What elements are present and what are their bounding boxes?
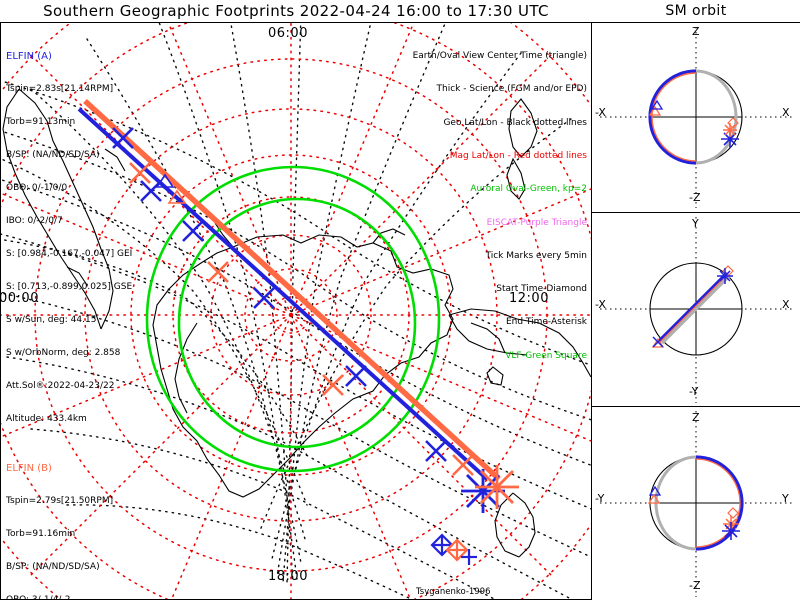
orbit-orange <box>659 273 729 343</box>
elfin-a-altitude: Altitude: 433.4km <box>6 414 87 424</box>
elfin-a-tickmarks <box>112 127 447 462</box>
elfin-a-ibo: IBO: 0/-2/0/7 <box>6 216 63 226</box>
sm-panel-xy-svg <box>600 217 792 403</box>
orbit-blue <box>695 455 744 551</box>
sm-yz-axis-left: -Y <box>595 492 605 505</box>
sm-start-triangle-b <box>648 105 662 116</box>
orbit-orange <box>651 72 697 162</box>
legend-item-geo-grid: Geo Lat/Lon - Black dotted lines <box>443 117 587 128</box>
elfin-a-info-block: ELFIN (A) Tspin=2.83s[21.14RPM] Torb=91.… <box>6 29 132 447</box>
elfin-a-bsp: B/SP: (NA/ND/SD/SA) <box>6 150 100 160</box>
elfin-b-name: ELFIN (B) <box>6 463 52 474</box>
elfin-b-start-diamond <box>445 538 469 562</box>
elfin-a-track <box>77 107 489 481</box>
elfin-b-bsp: B/SP: (NA/ND/SD/SA) <box>6 562 100 572</box>
elfin-b-track <box>83 98 501 482</box>
legend-item-auroral-oval: Auroral Oval-Green, kp=2 <box>470 184 587 195</box>
sm-start-triangle-b <box>647 493 661 504</box>
elfin-b-end-asterisk <box>475 465 519 509</box>
mag-grid <box>1 23 591 599</box>
elfin-b-obo: OBO: 3/-1/4/-2 <box>6 595 71 600</box>
orbit-orange <box>695 458 741 548</box>
sm-yz-axis-bottom: -Z <box>689 579 701 592</box>
elfin-b-info-block: ELFIN (B) Tspin=2.79s[21.50RPM] Torb=91.… <box>6 441 132 600</box>
legend-item-start-time: Start Time-Diamond <box>496 284 587 295</box>
elfin-a-attsol: Att.Sol®:2022-04-23/22 <box>6 381 115 391</box>
elfin-b-center-triangle <box>167 189 187 204</box>
polar-map-svg <box>1 23 591 599</box>
sm-orbit-title: SM orbit <box>665 3 727 19</box>
orbit-gray <box>695 69 738 165</box>
elfin-a-torb: Torb=91.13min <box>6 117 76 127</box>
coastlines <box>2 88 591 558</box>
elfin-a-s-orbnorm: S w/OrbNorm, deg: 2.858 <box>6 348 121 358</box>
elfin-a-s-sun: S w/Sun, deg: 44.15 <box>6 315 97 325</box>
orbit-blue <box>648 69 697 165</box>
legend-item-center-time: Earth/Oval View Center Time (triangle) <box>412 51 587 62</box>
legend-item-tick-marks: Tick Marks every 5min <box>485 250 587 261</box>
sm-start-triangle-a <box>648 485 662 496</box>
sm-yz-axis-top: Z <box>692 411 700 424</box>
elfin-a-s-gse: S: [0.713,-0.899,0.025] GSE <box>6 282 133 292</box>
sm-xz-axis-right: X <box>782 106 790 119</box>
legend-item-thick-science: Thick - Science (FGM and/or EPD) <box>436 84 587 95</box>
orbit-blue <box>657 271 729 343</box>
elfin-a-center-triangle <box>155 173 175 188</box>
earth-circle <box>649 262 743 356</box>
mlt-label-right: 12:00 <box>509 291 549 306</box>
mlt-label-bottom: 18:00 <box>268 569 308 584</box>
sm-axis-solid <box>650 457 742 549</box>
sm-end-diamond-b <box>727 507 739 519</box>
elfin-b-tspin: Tspin=2.79s[21.50RPM] <box>6 496 114 506</box>
legend-item-eiscat: EISCAT-Purple Triangle <box>486 217 587 228</box>
sm-panel-yz: Z -Z -Y Y <box>592 406 800 600</box>
sm-axis-solid <box>650 71 742 163</box>
sm-xz-axis-top: Z <box>692 25 700 38</box>
footer-credits: Tsyganenko-1996 Created: Fri Jan 13 22:4… <box>416 565 560 599</box>
elfin-a-tspin: Tspin=2.83s[21.14RPM] <box>6 84 114 94</box>
auroral-oval <box>145 165 441 473</box>
sm-start-marker-a <box>652 336 664 348</box>
start-marker-cross <box>461 549 477 565</box>
sm-end-diamond-b <box>727 117 739 129</box>
footer-model: Tsyganenko-1996 <box>416 587 491 597</box>
sm-xz-axis-bottom: -Z <box>689 191 701 204</box>
orbit-gray <box>660 273 732 345</box>
sm-start-triangle-a <box>650 99 664 110</box>
page-title: Southern Geographic Footprints 2022-04-2… <box>43 2 549 20</box>
legend-item-vlf: VLF-Green Square <box>505 350 587 361</box>
sm-start-triangle-b <box>651 337 665 348</box>
sm-end-asterisk-a <box>717 268 733 284</box>
elfin-b-torb: Torb=91.16min <box>6 529 76 539</box>
sm-end-asterisk-b <box>723 123 737 137</box>
mlt-label-top: 06:00 <box>268 26 308 41</box>
sm-xy-axis-bottom: -Y <box>689 385 699 398</box>
elfin-a-s-gei: S: [0.984,-0.167,-0.047] GEI <box>6 249 133 259</box>
sm-panel-xy: Y -Y -X X <box>592 212 800 406</box>
mlt-label-left: 00:00 <box>0 291 39 306</box>
polar-map-panel: ELFIN (A) Tspin=2.83s[21.14RPM] Torb=91.… <box>0 22 592 600</box>
sm-xy-axis-right: X <box>782 298 790 311</box>
sm-orbit-panels: Z -Z -X X <box>592 22 800 600</box>
legend-item-end-time: End Time-Asterisk <box>505 317 587 328</box>
legend: Earth/Oval View Center Time (triangle) T… <box>413 29 587 384</box>
sm-xy-axis-top: Y <box>692 217 699 230</box>
elfin-a-name: ELFIN (A) <box>6 51 52 62</box>
legend-item-mag-grid: Mag Lat/Lon - Red dotted lines <box>449 151 587 162</box>
geo-grid <box>1 23 591 599</box>
sm-xz-axis-left: -X <box>595 106 606 119</box>
elfin-b-tickmarks <box>129 162 474 476</box>
sm-xy-axis-left: -X <box>595 298 606 311</box>
sm-end-asterisk-a <box>722 522 740 540</box>
sm-panel-yz-svg <box>600 411 792 597</box>
sm-yz-axis-right: Y <box>782 492 789 505</box>
sm-panel-xz-svg <box>600 27 792 208</box>
sm-panel-xz: Z -Z -X X <box>592 22 800 212</box>
elfin-a-obo: OBO: 0/-1/0/0 <box>6 183 68 193</box>
